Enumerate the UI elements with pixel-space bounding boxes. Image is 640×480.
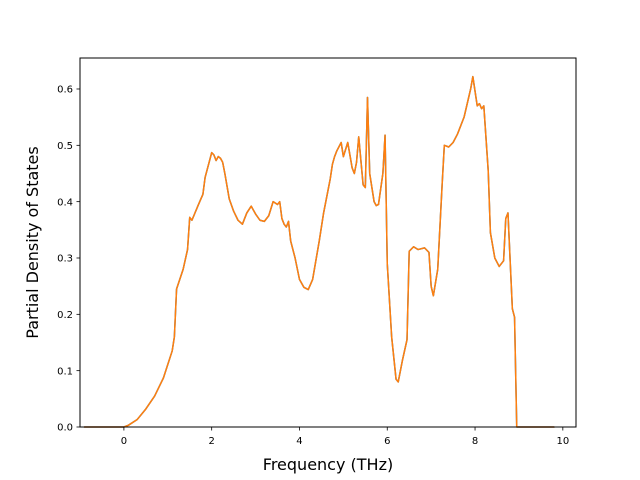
y-tick-label: 0.1	[57, 366, 73, 377]
x-tick-label: 0	[121, 436, 127, 447]
y-axis-label: Partial Density of States	[23, 146, 42, 338]
y-tick-label: 0.4	[57, 197, 73, 208]
x-tick-label: 8	[472, 436, 478, 447]
axes-frame	[79, 57, 577, 428]
x-tick-label: 6	[384, 436, 390, 447]
series-layer	[83, 75, 555, 428]
x-tick-label: 4	[296, 436, 302, 447]
y-axis: 0.0 0.1 0.2 0.3 0.4 0.5 0.6	[57, 85, 80, 434]
x-axis-label: Frequency (THz)	[263, 455, 393, 474]
x-tick-label: 2	[208, 436, 214, 447]
x-axis: 0 2 4 6 8 10	[121, 427, 569, 447]
x-tick-label: 10	[556, 436, 569, 447]
y-tick-label: 0.5	[57, 141, 73, 152]
y-tick-label: 0.0	[57, 423, 73, 434]
y-tick-label: 0.3	[57, 254, 73, 265]
y-tick-label: 0.2	[57, 310, 73, 321]
series-line-2	[83, 75, 555, 428]
plot-area	[79, 57, 577, 428]
y-tick-label: 0.6	[57, 85, 73, 96]
